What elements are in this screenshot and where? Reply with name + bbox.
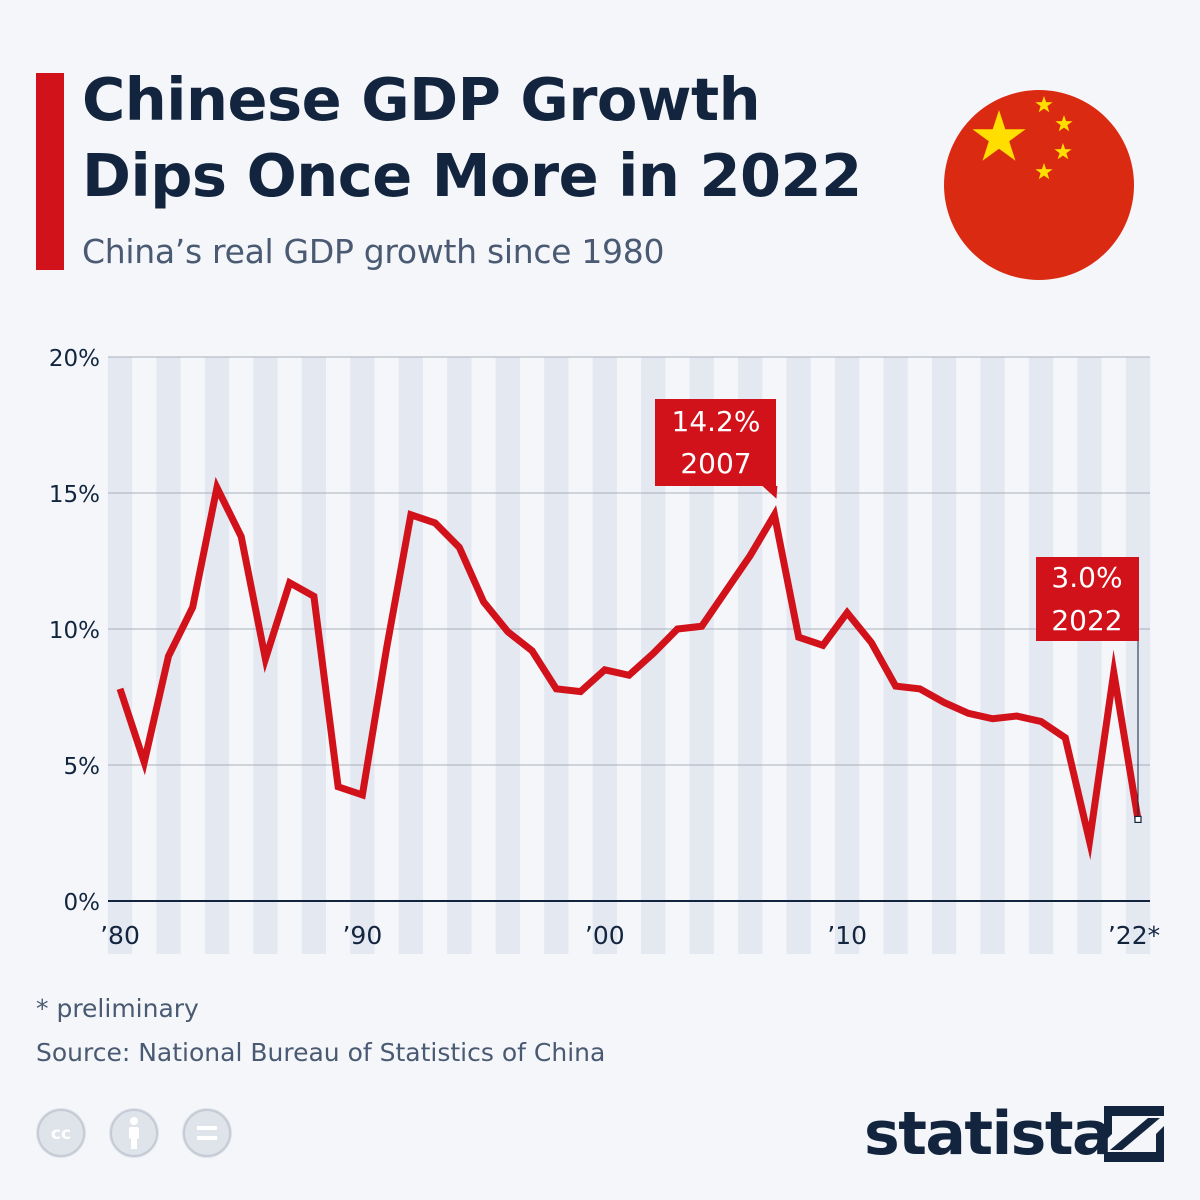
- data-point: [771, 511, 778, 518]
- data-point: [650, 650, 657, 657]
- annotation-year: 2022: [1051, 604, 1122, 637]
- data-point: [844, 609, 851, 616]
- data-point: [747, 552, 754, 559]
- data-point: [674, 626, 681, 633]
- annotation-box: [1036, 557, 1139, 641]
- data-point: [262, 655, 269, 662]
- year-band: [350, 357, 375, 954]
- annotations: 14.2% 2007 3.0% 2022: [655, 399, 1142, 824]
- source-note: Source: National Bureau of Statistics of…: [36, 1038, 606, 1067]
- year-band: [1077, 357, 1102, 954]
- data-point: [529, 647, 536, 654]
- data-point: [989, 715, 996, 722]
- grid-lines: [108, 356, 1150, 902]
- series-line-gdp-growth: [116, 476, 1142, 861]
- year-band: [447, 357, 472, 954]
- y-tick-label: 0%: [64, 890, 101, 916]
- year-band: [544, 357, 569, 954]
- data-point: [1086, 838, 1093, 845]
- chart-title: Chinese GDP Growth Dips Once More in 2022: [82, 62, 862, 214]
- data-point: [407, 511, 414, 518]
- x-axis-ticks: ’80 ’90 ’00 ’10 ’22*: [100, 921, 1160, 950]
- title-line-2: Dips Once More in 2022: [82, 141, 862, 210]
- x-tick-label: ’10: [827, 921, 867, 950]
- data-point: [213, 484, 220, 491]
- x-tick-label: ’22*: [1108, 921, 1160, 950]
- cc-icon[interactable]: cc: [36, 1108, 86, 1158]
- year-band: [398, 357, 423, 954]
- year-band: [980, 357, 1005, 954]
- data-point: [941, 699, 948, 706]
- data-point: [504, 628, 511, 635]
- data-point: [310, 593, 317, 600]
- annotation-box: [655, 399, 776, 486]
- statista-logo: statista: [864, 1098, 1164, 1170]
- year-band: [592, 357, 617, 954]
- china-flag-icon: [944, 90, 1134, 280]
- annotation-value: 3.0%: [1051, 561, 1122, 594]
- data-point: [165, 653, 172, 660]
- x-tick-label: ’00: [585, 921, 625, 950]
- year-band: [495, 357, 520, 954]
- data-point: [286, 579, 293, 586]
- annotation-marker: [1134, 815, 1142, 824]
- annotation-pointer: [762, 486, 778, 499]
- data-point: [117, 685, 124, 692]
- annotation-year: 2007: [680, 447, 751, 480]
- y-tick-label: 10%: [49, 618, 100, 644]
- data-point: [359, 791, 366, 798]
- data-point: [383, 645, 390, 652]
- data-point: [1013, 713, 1020, 720]
- data-point: [965, 710, 972, 717]
- year-band: [835, 357, 860, 954]
- y-tick-label: 5%: [64, 754, 101, 780]
- footnote: * preliminary: [36, 994, 199, 1023]
- brand-wordmark: statista: [864, 1099, 1113, 1169]
- y-axis-ticks: 0% 5% 10% 15% 20%: [49, 346, 100, 916]
- data-point: [189, 604, 196, 611]
- year-band: [786, 357, 811, 954]
- year-band: [1028, 357, 1054, 954]
- year-band: [883, 357, 908, 954]
- by-icon[interactable]: [109, 1108, 159, 1158]
- nd-icon[interactable]: [182, 1108, 232, 1158]
- y-tick-label: 15%: [49, 482, 100, 508]
- year-band: [204, 357, 230, 954]
- data-point: [698, 623, 705, 630]
- data-point: [819, 642, 826, 649]
- title-accent-bar: [36, 73, 64, 270]
- data-point: [1110, 669, 1117, 676]
- data-point: [722, 587, 729, 594]
- data-point: [1062, 734, 1069, 741]
- data-point: [868, 639, 875, 646]
- data-point: [553, 685, 560, 692]
- year-band: [107, 357, 133, 954]
- data-point: [577, 688, 584, 695]
- data-point: [795, 634, 802, 641]
- x-tick-label: ’90: [342, 921, 382, 950]
- y-tick-label: 20%: [49, 346, 100, 372]
- svg-text:cc: cc: [51, 1124, 71, 1144]
- chart-subtitle: China’s real GDP growth since 1980: [82, 232, 665, 271]
- data-point: [456, 544, 463, 551]
- statista-mark-icon: [1104, 1106, 1164, 1162]
- data-point: [892, 683, 899, 690]
- year-band: [931, 357, 957, 954]
- data-point: [1038, 718, 1045, 725]
- data-point: [141, 759, 148, 766]
- data-point: [335, 783, 342, 790]
- data-point: [916, 685, 923, 692]
- data-point: [480, 598, 487, 605]
- data-point: [238, 533, 245, 540]
- title-line-1: Chinese GDP Growth: [82, 65, 761, 134]
- data-point: [601, 666, 608, 673]
- annotation-value: 14.2%: [672, 405, 761, 438]
- gdp-series: [116, 476, 1142, 861]
- data-point: [626, 672, 633, 679]
- x-tick-label: ’80: [100, 921, 140, 950]
- data-point: [432, 519, 439, 526]
